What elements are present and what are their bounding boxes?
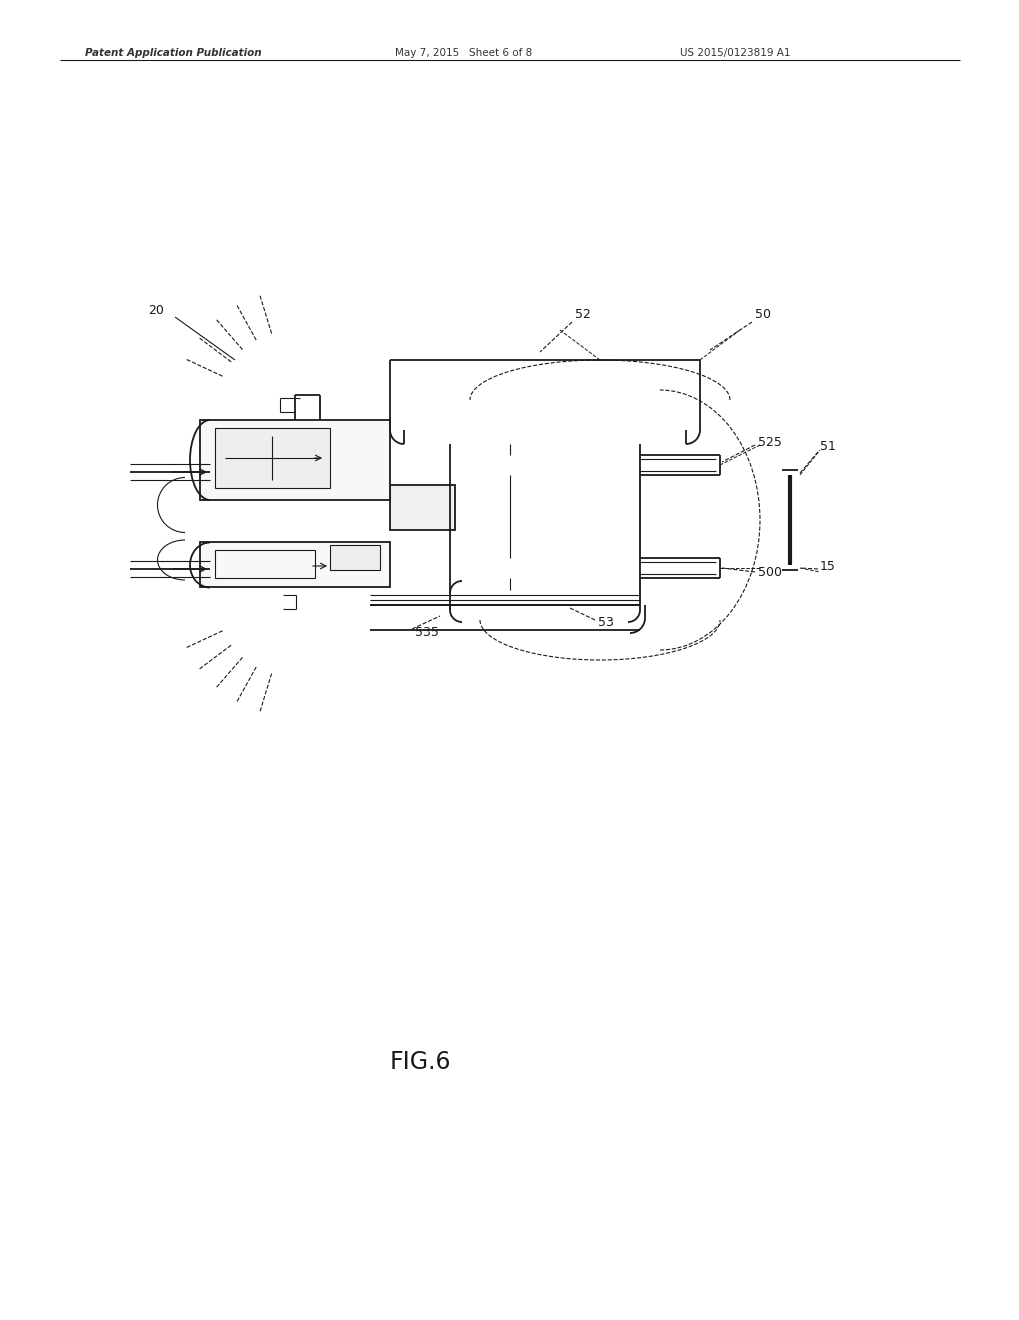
Text: May 7, 2015   Sheet 6 of 8: May 7, 2015 Sheet 6 of 8 xyxy=(394,48,532,58)
Text: 53: 53 xyxy=(597,616,613,630)
Bar xyxy=(215,428,330,488)
Text: 20: 20 xyxy=(148,304,164,317)
Text: 51: 51 xyxy=(819,441,835,454)
Text: US 2015/0123819 A1: US 2015/0123819 A1 xyxy=(680,48,790,58)
Bar xyxy=(200,420,389,500)
Bar xyxy=(330,545,380,570)
Bar xyxy=(200,543,389,587)
Bar xyxy=(215,550,315,578)
Text: 15: 15 xyxy=(819,561,835,573)
Text: 52: 52 xyxy=(575,309,590,322)
Text: 525: 525 xyxy=(757,436,782,449)
Text: 535: 535 xyxy=(415,626,438,639)
Text: 500: 500 xyxy=(757,565,782,578)
Text: 50: 50 xyxy=(754,309,770,322)
Text: FIG.6: FIG.6 xyxy=(389,1049,450,1074)
Text: Patent Application Publication: Patent Application Publication xyxy=(85,48,261,58)
Bar xyxy=(389,484,454,531)
